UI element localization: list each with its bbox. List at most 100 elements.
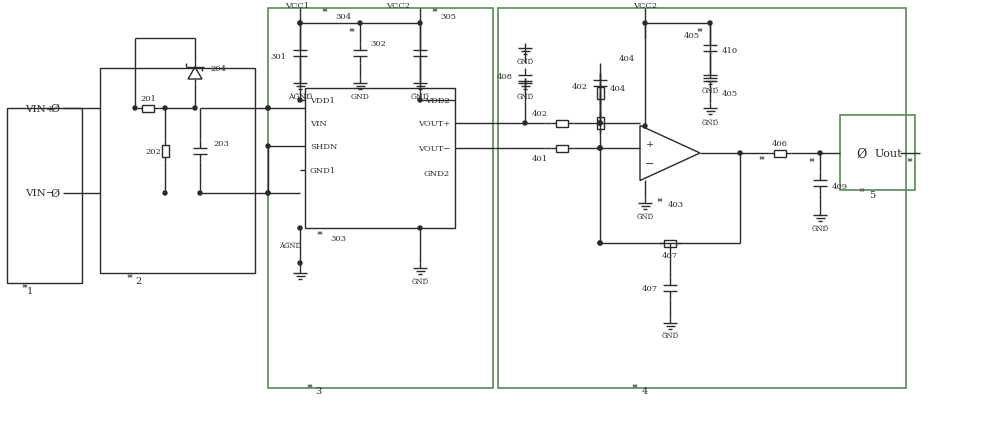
Text: Ø: Ø [50,189,60,198]
Text: A̅G̅N̅D̅: A̅G̅N̅D̅ [279,241,301,249]
Text: VOUT−: VOUT− [418,145,450,153]
Text: 408: 408 [497,73,513,81]
Text: 203: 203 [213,140,229,148]
Text: A̅G̅N̅D̅: A̅G̅N̅D̅ [288,93,312,101]
Text: 406: 406 [772,140,788,148]
Text: VCC2: VCC2 [633,2,657,10]
Bar [840,116,915,191]
Circle shape [598,122,602,126]
Circle shape [738,152,742,155]
Text: 204: 204 [210,65,226,73]
Bar [556,145,568,152]
Text: 305: 305 [440,13,456,21]
Text: 407: 407 [662,251,678,259]
Circle shape [163,191,167,195]
Text: 405: 405 [684,32,700,40]
Bar [268,9,493,388]
Text: VDD2: VDD2 [425,97,450,105]
Circle shape [598,147,602,151]
Text: Ø: Ø [857,147,867,160]
Text: 401: 401 [532,155,548,162]
Text: 4: 4 [642,387,648,396]
Circle shape [598,241,602,245]
Circle shape [358,22,362,26]
Circle shape [163,107,167,111]
Text: 404: 404 [610,85,626,93]
Text: G̅N̅D̅: G̅N̅D̅ [661,331,679,339]
Circle shape [708,22,712,26]
Text: G̅N̅D̅: G̅N̅D̅ [516,58,534,66]
Circle shape [598,122,602,126]
Text: 202: 202 [145,148,161,155]
Bar [162,146,168,158]
Circle shape [643,22,647,26]
Text: Uout: Uout [875,148,903,159]
Bar [7,109,82,283]
Circle shape [418,99,422,103]
Text: 402: 402 [572,83,588,91]
Text: Ø: Ø [50,104,60,114]
Text: 2: 2 [135,276,141,285]
Circle shape [523,122,527,126]
Circle shape [133,107,137,111]
Circle shape [418,226,422,230]
Text: G̅N̅D̅: G̅N̅D̅ [516,93,534,101]
Text: VOUT+: VOUT+ [418,120,450,128]
Text: G̅N̅D̅: G̅N̅D̅ [701,87,719,95]
Text: +: + [646,139,654,148]
Bar [142,105,154,112]
Circle shape [266,191,270,195]
Circle shape [266,191,270,195]
Circle shape [266,145,270,148]
Text: 301: 301 [270,53,286,61]
Bar [664,240,676,247]
Text: 410: 410 [722,47,738,55]
Circle shape [598,147,602,151]
Text: 407: 407 [642,284,658,292]
Text: VCC1: VCC1 [285,2,309,10]
Bar [556,120,568,127]
Circle shape [298,22,302,26]
Bar [774,150,786,157]
Text: 402: 402 [532,110,548,118]
Text: VCC2: VCC2 [386,2,410,10]
Text: 201: 201 [140,95,156,103]
Circle shape [643,125,647,129]
Text: GND: GND [351,93,369,101]
Text: VIN−: VIN− [25,189,54,198]
Text: 303: 303 [330,234,346,243]
Text: GND1: GND1 [310,166,336,175]
Text: G̅N̅D̅: G̅N̅D̅ [811,225,829,233]
Text: 1: 1 [27,286,33,295]
Circle shape [298,226,302,230]
Text: 302: 302 [370,40,386,48]
Circle shape [266,107,270,111]
Text: −: − [645,159,655,169]
Bar [596,88,604,100]
Text: 404: 404 [619,55,635,63]
Bar [596,118,604,130]
Text: VIN+: VIN+ [25,104,54,113]
Bar [498,9,906,388]
Text: SHDN: SHDN [310,143,337,151]
Circle shape [418,22,422,26]
Circle shape [198,191,202,195]
Text: VIN: VIN [310,120,327,128]
Bar [305,89,455,229]
Circle shape [266,107,270,111]
Circle shape [598,241,602,245]
Circle shape [598,122,602,126]
Text: GND2: GND2 [424,170,450,177]
Text: 405: 405 [722,90,738,98]
Bar [100,69,255,273]
Circle shape [818,152,822,155]
Circle shape [298,22,302,26]
Circle shape [598,147,602,151]
Text: G̅N̅D̅: G̅N̅D̅ [636,212,654,220]
Text: 409: 409 [832,183,848,191]
Circle shape [298,261,302,265]
Text: 3: 3 [315,387,321,396]
Text: 5: 5 [869,190,875,199]
Text: 304: 304 [335,13,351,21]
Text: G̅N̅D̅: G̅N̅D̅ [411,277,429,285]
